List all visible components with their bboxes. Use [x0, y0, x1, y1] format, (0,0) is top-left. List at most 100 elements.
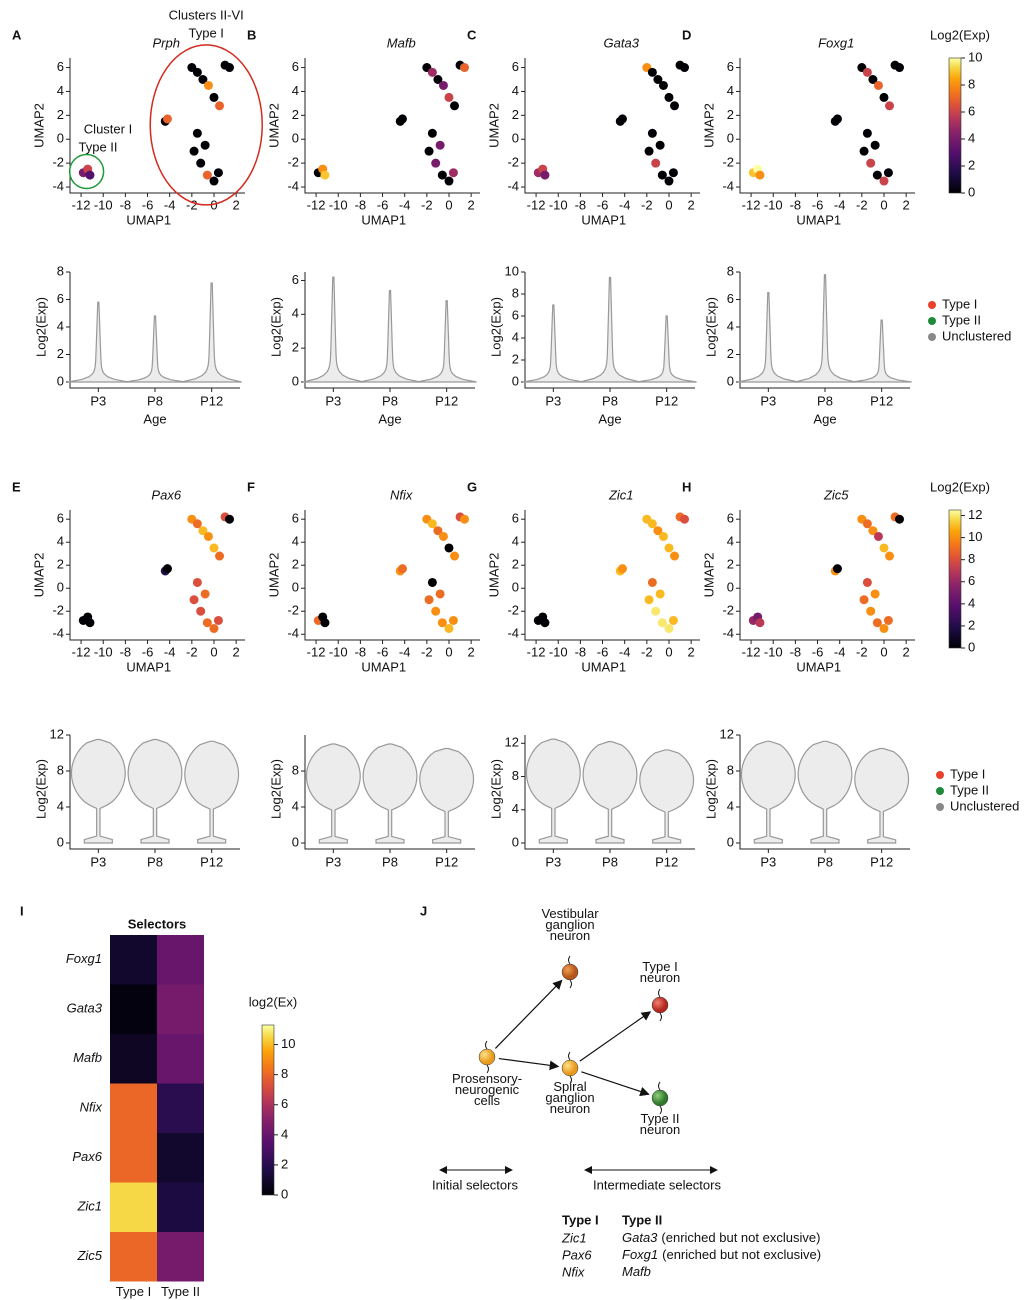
y-tick-label: 6 [512, 307, 519, 322]
cell-point [647, 519, 657, 529]
cell-point [192, 67, 202, 77]
y-tick-label: -4 [722, 626, 734, 641]
cell-point [459, 63, 469, 73]
cell-point [617, 114, 627, 124]
annotation: Clusters II-VI [169, 7, 244, 22]
x-tick-label: -4 [834, 644, 846, 659]
cell-point [859, 146, 869, 156]
cell-point [435, 140, 445, 150]
y-axis-label: Log2(Exp) [703, 759, 718, 819]
axis [524, 510, 700, 641]
x-tick-label: -2 [421, 644, 433, 659]
y-tick-label: 8 [727, 762, 734, 777]
axis [69, 510, 245, 641]
gene-title: Pax6 [151, 487, 181, 502]
x-tick-label: -10 [549, 197, 568, 212]
axis [304, 272, 475, 389]
violin [70, 738, 126, 844]
x-tick-label: 2 [688, 197, 695, 212]
violin [305, 743, 361, 844]
y-tick-label: 2 [57, 107, 64, 122]
x-tick-label: -12 [742, 644, 761, 659]
legend-swatch [936, 787, 944, 795]
x-tick-label: P12 [655, 854, 678, 869]
cell-point [427, 67, 437, 77]
y-tick-label: 6 [57, 59, 64, 74]
axon [658, 988, 662, 1022]
cell-point [162, 564, 172, 574]
x-tick-label: -12 [72, 644, 91, 659]
colorbar-tick-label: 8 [968, 76, 975, 91]
heatmap-cell [157, 984, 204, 1034]
table-cell: Mafb [622, 1264, 651, 1279]
x-tick-label: P12 [200, 393, 223, 408]
axis [739, 272, 910, 389]
cell-point [196, 606, 206, 616]
x-tick-label: P12 [655, 393, 678, 408]
axis [739, 735, 910, 850]
y-tick-label: 0 [727, 373, 734, 388]
cell-point [224, 514, 234, 524]
x-tick-label: -2 [856, 644, 868, 659]
y-tick-label: 8 [292, 762, 299, 777]
arrow [494, 979, 563, 1049]
x-tick-label: -12 [307, 197, 326, 212]
y-tick-label: -2 [722, 155, 734, 170]
x-tick-label: 0 [445, 197, 452, 212]
cell-point [540, 618, 550, 628]
y-axis-label: UMAP2 [31, 553, 46, 598]
x-tick-label: -4 [619, 197, 631, 212]
x-axis-label: UMAP1 [581, 659, 626, 674]
cell-point [450, 101, 460, 111]
x-axis-label: UMAP1 [796, 212, 841, 227]
colorbar [948, 57, 962, 194]
x-tick-label: 0 [210, 644, 217, 659]
arrow [579, 1011, 652, 1062]
x-tick-label: -2 [641, 644, 653, 659]
y-tick-label: -2 [287, 155, 299, 170]
y-axis-label: Log2(Exp) [488, 759, 503, 819]
y-axis-label: UMAP2 [486, 553, 501, 598]
y-tick-label: -4 [287, 178, 299, 193]
y-tick-label: 4 [57, 798, 64, 813]
y-axis-label: UMAP2 [701, 553, 716, 598]
y-tick-label: -4 [287, 626, 299, 641]
node-label: Prosensory-neurogenic cells [452, 1071, 522, 1108]
cell-point [162, 114, 172, 124]
x-tick-label: -4 [164, 644, 176, 659]
y-tick-label: 4 [512, 801, 519, 816]
cell-point [653, 75, 663, 85]
y-tick-label: -2 [507, 603, 519, 618]
cell-point [320, 618, 330, 628]
row-label: Gata3 [67, 1001, 103, 1016]
x-tick-label: -12 [527, 197, 546, 212]
cell-point [647, 67, 657, 77]
y-tick-label: -2 [287, 603, 299, 618]
heatmap-title: Selectors [128, 916, 187, 931]
x-axis-label: Age [378, 411, 401, 426]
y-tick-label: 6 [57, 291, 64, 306]
y-axis-label: Log2(Exp) [33, 759, 48, 819]
cell-point [664, 543, 674, 553]
x-tick-label: P12 [200, 854, 223, 869]
y-tick-label: 2 [512, 557, 519, 572]
x-tick-label: P8 [602, 854, 618, 869]
y-tick-label: 12 [50, 726, 64, 741]
y-tick-label: -4 [722, 178, 734, 193]
heatmap-cell [157, 935, 204, 985]
axis [739, 510, 915, 641]
cell-point [658, 80, 668, 90]
x-tick-label: -8 [575, 644, 587, 659]
x-tick-label: P12 [870, 854, 893, 869]
colorbar-tick-label: 2 [281, 1156, 288, 1171]
node-label-line: neuron [550, 928, 590, 943]
y-tick-label: 4 [727, 534, 734, 549]
y-axis-label: Log2(Exp) [33, 297, 48, 357]
row-label: Nfix [80, 1100, 103, 1115]
cell-point [870, 140, 880, 150]
x-tick-label: P8 [382, 393, 398, 408]
y-axis-label: UMAP2 [701, 103, 716, 148]
heatmap-cell [157, 1182, 204, 1232]
colorbar-tick-label: 10 [968, 529, 982, 544]
panel-letter: E [12, 479, 21, 494]
